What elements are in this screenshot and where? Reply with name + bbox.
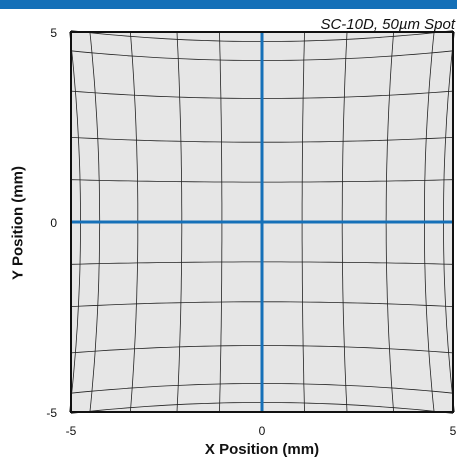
plot-frame	[70, 31, 454, 413]
y-tick-label: 5	[50, 26, 57, 40]
x-tick-label: 5	[450, 424, 457, 438]
chart-subtitle: SC-10D, 50µm Spot	[320, 16, 455, 33]
y-tick-label: 0	[50, 216, 57, 230]
y-tick-label: -5	[46, 406, 57, 420]
x-tick-label: 0	[259, 424, 266, 438]
x-axis-label: X Position (mm)	[204, 441, 320, 458]
y-axis-label: Y Position (mm)	[9, 166, 27, 280]
title-bar	[0, 0, 457, 9]
x-tick-label: -5	[66, 424, 77, 438]
